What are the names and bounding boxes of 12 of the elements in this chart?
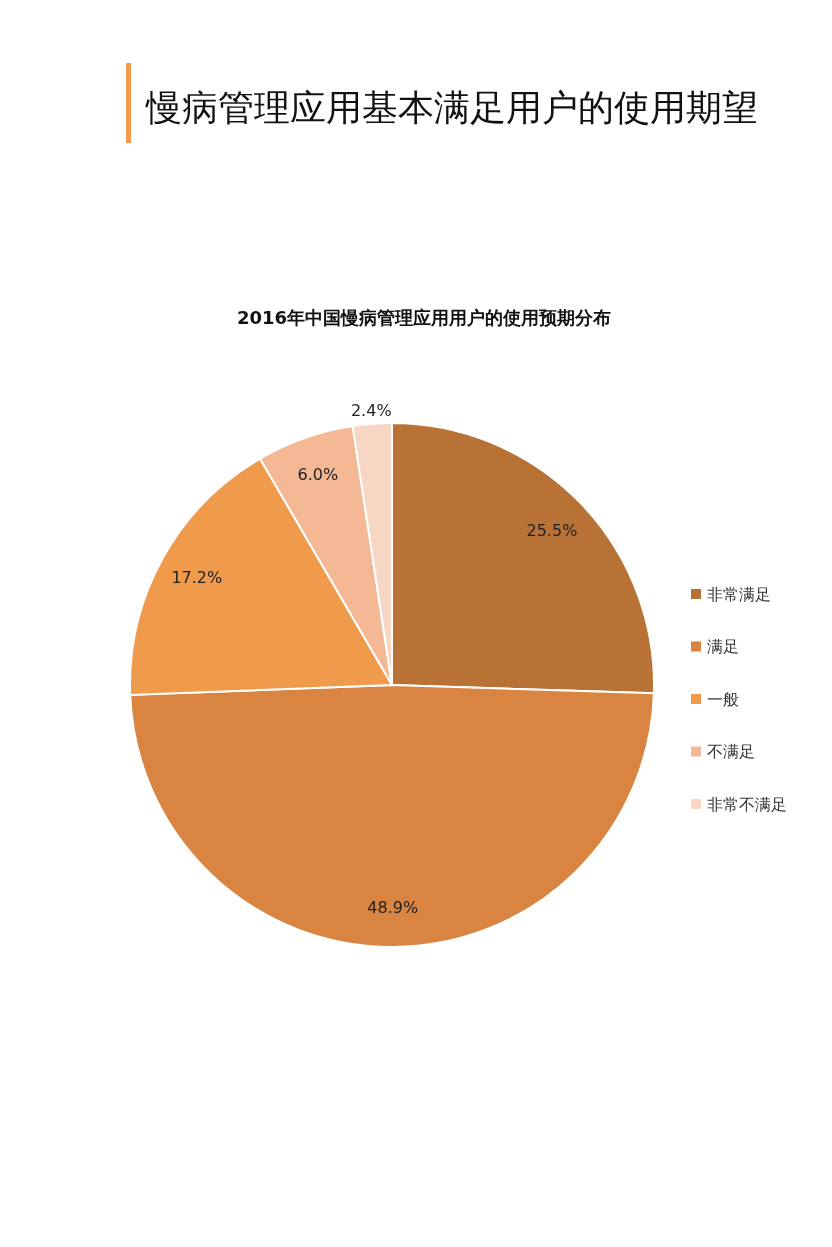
data-label: 6.0% <box>297 465 339 485</box>
legend-label: 一般 <box>707 689 739 709</box>
legend-label: 不满足 <box>707 742 755 761</box>
data-label: 17.2% <box>171 568 223 588</box>
legend-label: 非常满足 <box>707 584 771 604</box>
chart-title: 慢病管理应用基本满足用户的使用期望 <box>145 87 758 128</box>
data-label: 25.5% <box>526 520 578 540</box>
chart-subtitle: 2016年中国慢病管理应用用户的使用预期分布 <box>236 307 612 328</box>
data-label: 2.4% <box>350 401 392 421</box>
legend-label: 非常不满足 <box>707 794 787 814</box>
legend-label: 满足 <box>707 637 739 656</box>
data-label: 48.9% <box>367 898 419 918</box>
